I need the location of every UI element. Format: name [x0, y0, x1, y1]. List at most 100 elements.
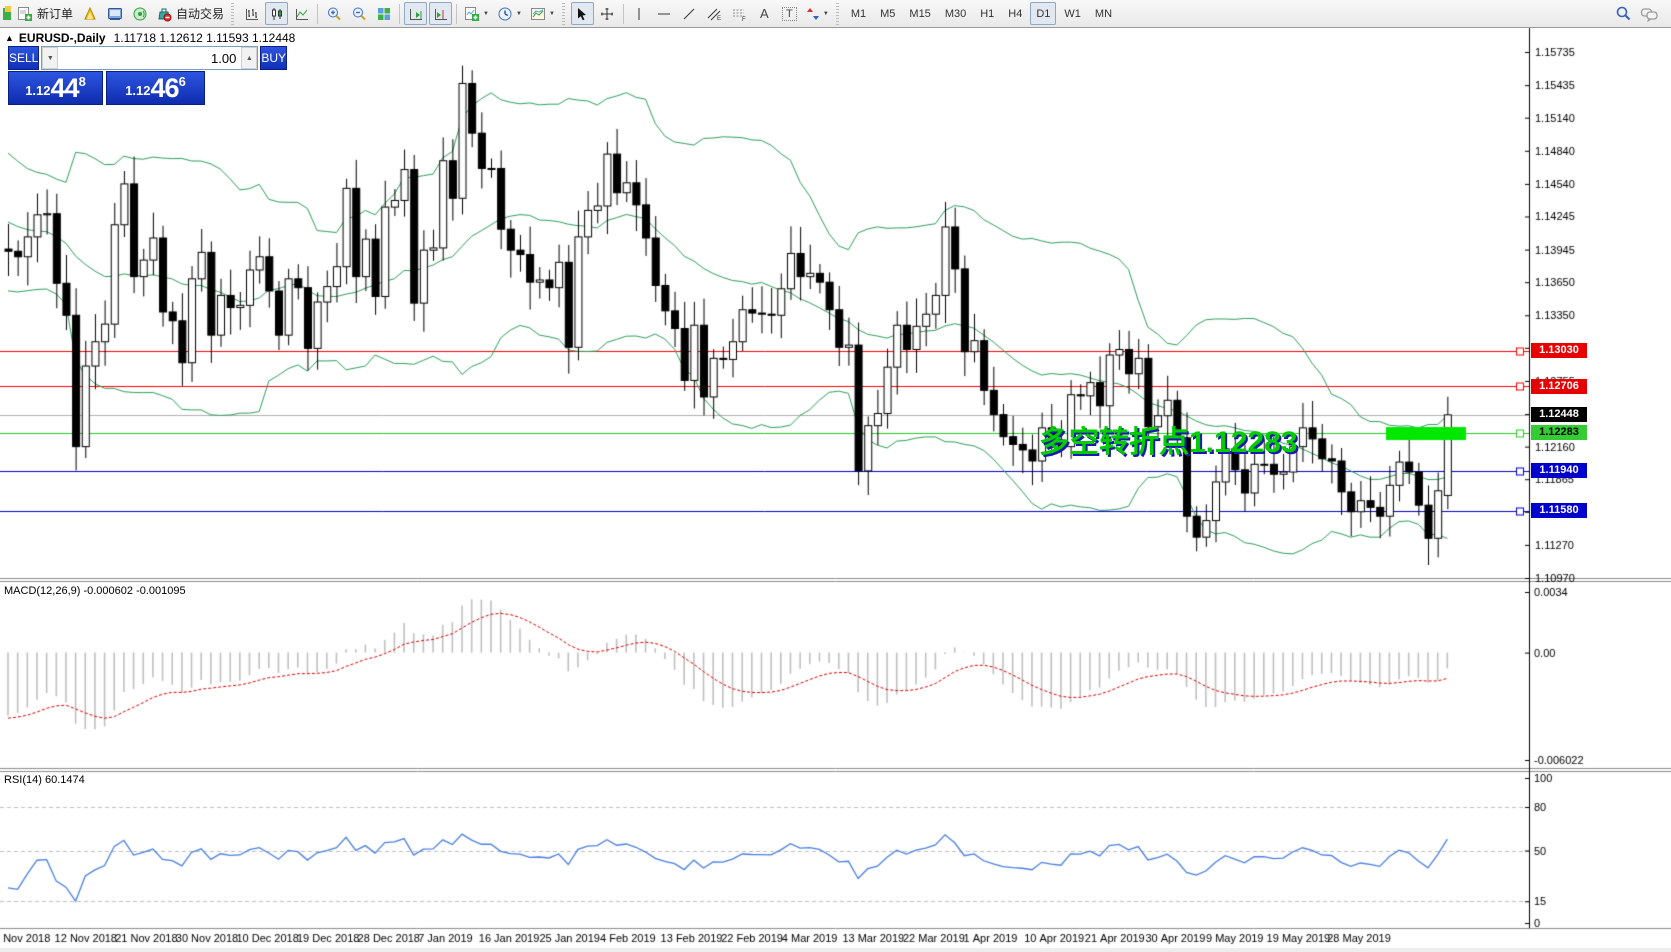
sell-price-pip: 8: [78, 74, 86, 89]
resistance-price-label-1[interactable]: 1.13030: [1531, 343, 1587, 358]
autotrading-label: 自动交易: [176, 7, 225, 21]
chart-shift-icon: [433, 6, 449, 22]
current-bid-price-label: 1.12448: [1531, 407, 1587, 422]
search-button[interactable]: [1612, 2, 1635, 25]
chart-symbol-title: EURUSD-,Daily: [18, 31, 106, 45]
volume-increase-button[interactable]: ▲: [241, 47, 258, 69]
equidistant-channel-tool[interactable]: E: [703, 2, 726, 25]
main-toolbar: 新订单 自动交易: [0, 0, 1671, 28]
crosshair-icon: [599, 6, 615, 22]
pivot-annotation-text[interactable]: 多空转折点1.12283: [1039, 426, 1298, 459]
app-icon: [2, 5, 11, 23]
toolbar-drag-handle[interactable]: [835, 2, 841, 25]
one-click-collapse-arrow[interactable]: ▲: [5, 33, 14, 43]
horizontal-line-icon: [656, 6, 672, 22]
channel-icon: E: [706, 6, 722, 22]
chart-shift-button[interactable]: [429, 2, 453, 25]
sell-button[interactable]: SELL: [8, 46, 40, 70]
tile-windows-icon: [376, 6, 392, 22]
tf-w1-button[interactable]: W1: [1064, 7, 1081, 20]
zoom-out-button[interactable]: [347, 2, 370, 25]
periods-dropdown-caret[interactable]: ▼: [515, 10, 522, 17]
trendline-tool[interactable]: [678, 2, 701, 25]
volume-decrease-button[interactable]: ▼: [42, 47, 59, 69]
metaeditor-button[interactable]: [78, 2, 101, 25]
bar-chart-button[interactable]: [240, 2, 263, 25]
buy-price-prefix: 1.12: [125, 83, 151, 98]
support-price-label-2[interactable]: 1.11580: [1531, 503, 1587, 518]
signals-icon: [132, 6, 148, 22]
periods-clock-icon: [497, 6, 513, 22]
text-tool-icon: A: [760, 6, 769, 21]
horizontal-scrollbar[interactable]: [0, 948, 1671, 952]
signals-button[interactable]: [128, 2, 151, 25]
volume-input[interactable]: [58, 47, 242, 69]
metaeditor-icon: [82, 6, 98, 22]
tf-h1-button[interactable]: H1: [980, 7, 995, 20]
svg-text:F: F: [742, 17, 746, 22]
auto-scroll-button[interactable]: [404, 2, 428, 25]
support-price-label-1[interactable]: 1.11940: [1531, 463, 1587, 478]
chart-ohlc-values: 1.11718 1.12612 1.11593 1.12448: [113, 31, 296, 45]
indicators-icon: [464, 6, 480, 22]
indicators-button[interactable]: ▼: [461, 2, 492, 25]
text-label-tool[interactable]: T: [778, 2, 801, 25]
one-click-trading-panel: SELL ▼ ▲ BUY 1.12 44 8 1.12 46 6: [8, 46, 288, 105]
chat-icon: [1640, 6, 1659, 22]
market-watch-button[interactable]: [103, 2, 126, 25]
crosshair-button[interactable]: [596, 2, 619, 25]
new-order-button[interactable]: 新订单: [14, 2, 76, 25]
line-chart-button[interactable]: [290, 2, 313, 25]
text-tool[interactable]: A: [753, 2, 776, 25]
horizontal-line-tool[interactable]: [653, 2, 676, 25]
arrows-tool[interactable]: ▼: [803, 2, 832, 25]
templates-dropdown-caret[interactable]: ▼: [548, 10, 555, 17]
chat-button[interactable]: [1637, 2, 1662, 25]
autotrading-icon: [156, 6, 172, 22]
arrows-tool-icon: [806, 6, 820, 22]
arrows-dropdown-caret[interactable]: ▼: [822, 10, 829, 17]
fibonacci-tool[interactable]: F: [728, 2, 751, 25]
text-label-icon: T: [782, 6, 797, 21]
autotrading-button[interactable]: 自动交易: [153, 2, 227, 25]
tf-d1-button[interactable]: D1: [1030, 2, 1057, 25]
tf-h4-button[interactable]: H4: [1008, 7, 1023, 20]
tf-m5-button[interactable]: M5: [880, 7, 896, 20]
candlestick-chart-button[interactable]: [265, 2, 289, 25]
tf-m15-button[interactable]: M15: [909, 7, 931, 20]
tile-windows-button[interactable]: [372, 2, 395, 25]
trendline-icon: [681, 6, 697, 22]
cursor-button[interactable]: [570, 2, 594, 25]
new-order-label: 新订单: [37, 7, 74, 21]
bar-chart-icon: [244, 6, 260, 22]
macd-indicator-label: MACD(12,26,9) -0.000602 -0.001095: [4, 585, 186, 597]
buy-button[interactable]: BUY: [260, 46, 288, 70]
zoom-in-button[interactable]: [322, 2, 345, 25]
zoom-in-icon: [326, 6, 342, 22]
tf-mn-button[interactable]: MN: [1094, 7, 1113, 20]
new-order-icon: [17, 6, 33, 22]
sell-price-main: 44: [50, 73, 80, 103]
toolbar-drag-handle[interactable]: [561, 2, 567, 25]
periods-button[interactable]: ▼: [494, 2, 525, 25]
resistance-price-label-2[interactable]: 1.12706: [1531, 379, 1587, 394]
market-watch-icon: [107, 6, 123, 22]
pivot-price-label[interactable]: 1.12283: [1531, 425, 1587, 440]
toolbar-drag-handle[interactable]: [231, 2, 237, 25]
tf-m30-button[interactable]: M30: [944, 7, 967, 20]
zoom-out-icon: [351, 6, 367, 22]
buy-price-main: 46: [150, 73, 180, 103]
templates-icon: [530, 6, 546, 22]
sell-price-display[interactable]: 1.12 44 8: [8, 71, 103, 105]
line-chart-icon: [294, 6, 310, 22]
cursor-icon: [574, 6, 590, 22]
vertical-line-tool[interactable]: [628, 2, 651, 25]
svg-text:E: E: [717, 16, 721, 22]
tf-m1-button[interactable]: M1: [850, 7, 867, 20]
candlestick-chart-icon: [269, 6, 285, 22]
indicators-dropdown-caret[interactable]: ▼: [483, 10, 489, 17]
buy-price-display[interactable]: 1.12 46 6: [106, 71, 205, 105]
vertical-line-icon: [631, 6, 647, 22]
templates-button[interactable]: ▼: [527, 2, 558, 25]
